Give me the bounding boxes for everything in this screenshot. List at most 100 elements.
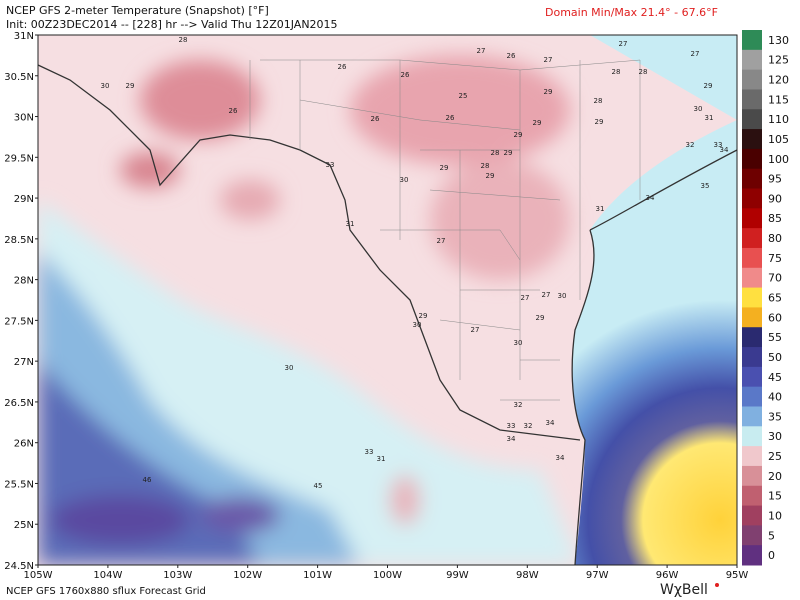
- station-value: 34: [546, 419, 555, 427]
- lat-label: 26N: [14, 439, 34, 450]
- station-value: 26: [371, 115, 380, 123]
- station-value: 30: [514, 339, 523, 347]
- county-lines: [249, 59, 641, 401]
- station-value: 34: [720, 146, 729, 154]
- station-value: 27: [691, 50, 700, 58]
- colorbar-label: 40: [768, 391, 782, 404]
- station-value: 33: [714, 141, 723, 149]
- lon-axis: 105W 104W 103W 102W 101W 100W 99W 98W 97W 96W 95W: [24, 565, 749, 581]
- station-value: 28: [612, 68, 621, 76]
- colorbar-swatch: [742, 287, 762, 308]
- colorbar: 1301251201151101051009590858075706560555…: [742, 30, 789, 566]
- colorbar-swatch: [742, 109, 762, 130]
- colorbar-swatch: [742, 228, 762, 249]
- colorbar-swatch: [742, 208, 762, 229]
- station-value: 32: [514, 401, 523, 409]
- station-value: 31: [377, 455, 386, 463]
- station-value: 35: [701, 182, 710, 190]
- station-value: 45: [314, 482, 323, 490]
- station-value: 26: [229, 107, 238, 115]
- station-value: 33: [365, 448, 374, 456]
- station-value: 28: [179, 36, 188, 44]
- colorbar-swatch: [742, 406, 762, 427]
- colorbar-swatch: [742, 465, 762, 487]
- lon-label: 97W: [586, 570, 609, 581]
- colorbar-label: 5: [768, 529, 775, 542]
- station-value: 29: [544, 88, 553, 96]
- colorbar-label: 65: [768, 292, 782, 305]
- colorbar-label: 55: [768, 331, 782, 344]
- colorbar-label: 75: [768, 252, 782, 265]
- temperature-shading: [38, 55, 580, 565]
- station-value: 29: [504, 149, 513, 157]
- lon-label: 102W: [233, 570, 262, 581]
- lon-label: 104W: [93, 570, 122, 581]
- colorbar-label: 45: [768, 371, 782, 384]
- station-value: 30: [101, 82, 110, 90]
- lon-label: 100W: [373, 570, 402, 581]
- colorbar-label: 25: [768, 450, 782, 463]
- colorbar-swatch: [742, 347, 762, 368]
- colorbar-label: 100: [768, 153, 789, 166]
- station-value: 29: [440, 164, 449, 172]
- colorbar-swatch: [742, 188, 762, 209]
- station-value: 29: [533, 119, 542, 127]
- station-value: 29: [514, 131, 523, 139]
- station-value: 32: [686, 141, 695, 149]
- footer-source: NCEP GFS 1760x880 sflux Forecast Grid: [6, 586, 206, 597]
- station-value: 34: [556, 454, 565, 462]
- colorbar-label: 110: [768, 113, 789, 126]
- lon-label: 99W: [446, 570, 469, 581]
- lat-label: 27.5N: [4, 316, 34, 327]
- colorbar-swatch: [742, 49, 762, 71]
- station-value: 29: [595, 118, 604, 126]
- title: NCEP GFS 2-meter Temperature (Snapshot) …: [6, 4, 269, 17]
- colorbar-label: 85: [768, 212, 782, 225]
- lat-label: 27N: [14, 357, 34, 368]
- station-value: 29: [536, 314, 545, 322]
- station-value: 27: [471, 326, 480, 334]
- station-value: 46: [143, 476, 152, 484]
- colorbar-label: 130: [768, 34, 789, 47]
- station-value: 32: [524, 422, 533, 430]
- station-value: 31: [596, 205, 605, 213]
- station-value: 27: [542, 291, 551, 299]
- colorbar-label: 60: [768, 311, 782, 324]
- lon-label: 95W: [726, 570, 749, 581]
- lat-label: 30N: [14, 113, 34, 124]
- station-value: 28: [481, 162, 490, 170]
- lat-label: 30.5N: [4, 72, 34, 83]
- colorbar-swatch: [742, 307, 762, 328]
- station-value: 27: [544, 56, 553, 64]
- lat-label: 24.5N: [4, 561, 34, 572]
- colorbar-label: 35: [768, 410, 782, 423]
- lon-label: 98W: [516, 570, 539, 581]
- station-value: 30: [400, 176, 409, 184]
- station-value: 31: [705, 114, 714, 122]
- station-value: 29: [126, 82, 135, 90]
- station-value: 33: [326, 161, 335, 169]
- colorbar-label: 50: [768, 351, 782, 364]
- colorbar-swatch: [742, 485, 762, 507]
- colorbar-label: 105: [768, 133, 789, 146]
- lat-label: 29.5N: [4, 153, 34, 164]
- station-value: 26: [446, 114, 455, 122]
- border-rio-grande: [38, 64, 581, 441]
- colorbar-swatch: [742, 89, 762, 110]
- station-value: 25: [459, 92, 468, 100]
- colorbar-label: 120: [768, 74, 789, 87]
- logo: WχBell: [660, 582, 708, 598]
- init-line: Init: 00Z23DEC2014 -- [228] hr --> Valid…: [6, 18, 338, 31]
- colorbar-swatch: [742, 30, 762, 51]
- colorbar-swatch: [742, 386, 762, 407]
- colorbar-label: 80: [768, 232, 782, 245]
- colorbar-label: 125: [768, 54, 789, 67]
- station-value: 33: [507, 422, 516, 430]
- coastline-north: [589, 149, 737, 231]
- colorbar-swatch: [742, 366, 762, 388]
- colorbar-swatch: [742, 247, 762, 269]
- station-value: 27: [619, 40, 628, 48]
- colorbar-swatch: [742, 545, 762, 566]
